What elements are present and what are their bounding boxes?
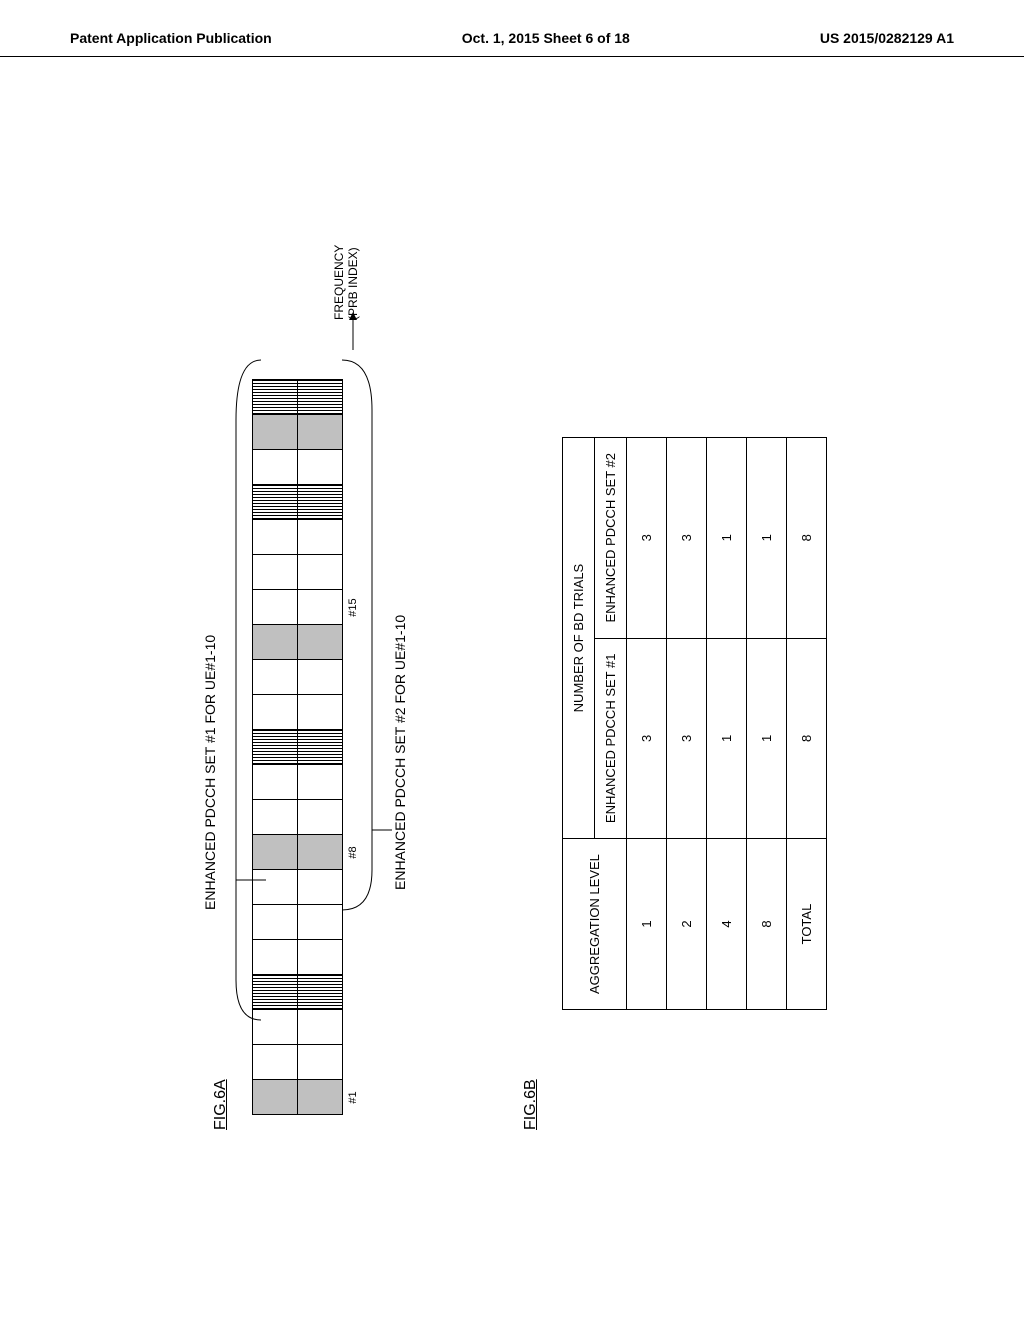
index-label [347, 940, 359, 975]
col-set2-header: ENHANCED PDCCH SET #2 [595, 438, 627, 639]
prb-cell [253, 519, 298, 554]
prb-cell [298, 974, 343, 1009]
table-cell: 4 [707, 839, 747, 1010]
table-cell: 3 [627, 438, 667, 639]
table-cell: 3 [667, 638, 707, 839]
prb-cell [253, 694, 298, 729]
prb-cell [253, 939, 298, 974]
index-label [347, 1045, 359, 1080]
prb-cell [253, 834, 298, 869]
prb-cell [253, 764, 298, 799]
table-cell: 1 [747, 438, 787, 639]
prb-cell [298, 1079, 343, 1114]
table-cell: 1 [627, 839, 667, 1010]
prb-cell [253, 449, 298, 484]
prb-cell [253, 414, 298, 449]
fig6a-label: FIG.6A [212, 1079, 230, 1130]
table-cell: 3 [667, 438, 707, 639]
prb-cell [253, 1079, 298, 1114]
fig6b-label: FIG.6B [522, 1079, 540, 1130]
col-aggregation-header: AGGREGATION LEVEL [563, 839, 627, 1010]
table-cell: 1 [747, 638, 787, 839]
index-label: #1 [347, 1080, 359, 1115]
prb-row-1 [252, 379, 298, 1115]
prb-cell [253, 484, 298, 519]
prb-cell [253, 379, 298, 414]
table-cell: 2 [667, 839, 707, 1010]
table-row: 411 [707, 438, 747, 1010]
prb-cell [253, 1009, 298, 1044]
set2-label: ENHANCED PDCCH SET #2 FOR UE#1-10 [392, 615, 408, 890]
header-center: Oct. 1, 2015 Sheet 6 of 18 [462, 30, 630, 46]
table-cell: 1 [707, 438, 747, 639]
prb-cell [253, 659, 298, 694]
table-header-row-1: AGGREGATION LEVEL NUMBER OF BD TRIALS [563, 438, 595, 1010]
prb-cell [253, 729, 298, 764]
axis-label-line1: FREQUENCY [332, 245, 346, 320]
bd-trials-table: AGGREGATION LEVEL NUMBER OF BD TRIALS EN… [562, 437, 827, 1010]
page-header: Patent Application Publication Oct. 1, 2… [0, 0, 1024, 57]
table-cell: 8 [787, 438, 827, 639]
prb-cell [298, 1044, 343, 1079]
index-label [347, 975, 359, 1010]
prb-cell [298, 1009, 343, 1044]
col-group-header: NUMBER OF BD TRIALS [563, 438, 595, 839]
table-row: 233 [667, 438, 707, 1010]
header-left: Patent Application Publication [70, 30, 272, 46]
index-label [347, 1010, 359, 1045]
prb-cell [253, 974, 298, 1009]
prb-cell [253, 589, 298, 624]
prb-cell [253, 799, 298, 834]
curve-brace-2 [337, 330, 397, 930]
prb-cell [253, 1044, 298, 1079]
table-cell: 1 [707, 638, 747, 839]
prb-cell [253, 904, 298, 939]
content-wrapper: FIG.6A ENHANCED PDCCH SET #1 FOR UE#1-10… [162, 110, 862, 1210]
prb-cell [253, 869, 298, 904]
table-row: 133 [627, 438, 667, 1010]
table-cell: 8 [747, 839, 787, 1010]
prb-cell [298, 939, 343, 974]
table-row: TOTAL88 [787, 438, 827, 1010]
prb-cell [253, 624, 298, 659]
table-cell: 3 [627, 638, 667, 839]
col-set1-header: ENHANCED PDCCH SET #1 [595, 638, 627, 839]
table-row: 811 [747, 438, 787, 1010]
table-cell: 8 [787, 638, 827, 839]
header-right: US 2015/0282129 A1 [820, 30, 954, 46]
axis-label-line2: (PRB INDEX) [346, 245, 360, 320]
table-cell: TOTAL [787, 839, 827, 1010]
prb-cell [253, 554, 298, 589]
set1-label: ENHANCED PDCCH SET #1 FOR UE#1-10 [202, 635, 218, 910]
axis-label: FREQUENCY (PRB INDEX) [332, 245, 360, 320]
